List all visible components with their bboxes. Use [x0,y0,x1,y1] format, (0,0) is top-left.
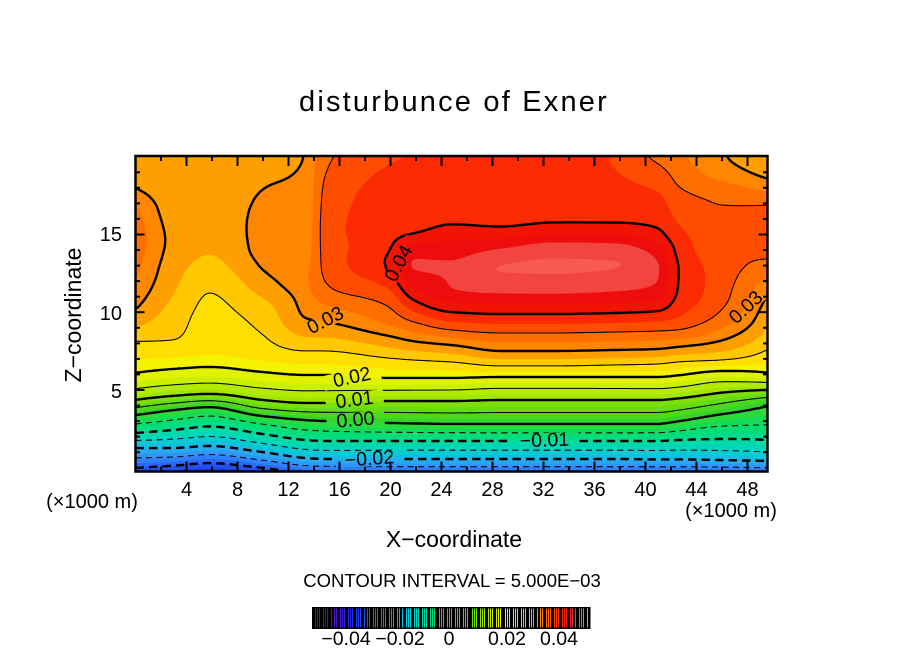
svg-text:−0.02: −0.02 [344,446,395,471]
svg-text:4: 4 [181,479,192,501]
svg-text:−0.01: −0.01 [519,429,569,453]
svg-text:X−coordinate: X−coordinate [386,526,522,552]
svg-text:10: 10 [100,303,122,325]
svg-text:0.04: 0.04 [540,628,578,650]
svg-text:Z−coordinate: Z−coordinate [60,248,86,383]
svg-text:5: 5 [111,381,122,403]
svg-text:24: 24 [430,479,452,501]
svg-text:20: 20 [379,479,401,501]
svg-text:8: 8 [232,479,243,501]
svg-text:16: 16 [328,479,350,501]
svg-text:12: 12 [277,479,299,501]
svg-text:(×1000 m): (×1000 m) [46,491,138,513]
svg-text:15: 15 [100,224,122,246]
svg-text:40: 40 [634,479,656,501]
svg-text:44: 44 [685,479,707,501]
svg-text:disturbunce of Exner: disturbunce of Exner [299,86,609,118]
svg-text:32: 32 [532,479,554,501]
svg-text:0: 0 [444,628,455,650]
svg-text:(×1000 m): (×1000 m) [685,500,777,522]
svg-text:36: 36 [583,479,605,501]
svg-text:28: 28 [481,479,503,501]
svg-text:CONTOUR INTERVAL = 5.000E−03: CONTOUR INTERVAL = 5.000E−03 [303,570,601,591]
svg-text:0.00: 0.00 [336,407,376,432]
svg-text:0.02: 0.02 [488,628,526,650]
svg-text:0.01: 0.01 [334,387,374,413]
svg-text:−0.04: −0.04 [321,628,370,650]
svg-text:−0.02: −0.02 [375,628,424,650]
svg-text:48: 48 [736,479,758,501]
